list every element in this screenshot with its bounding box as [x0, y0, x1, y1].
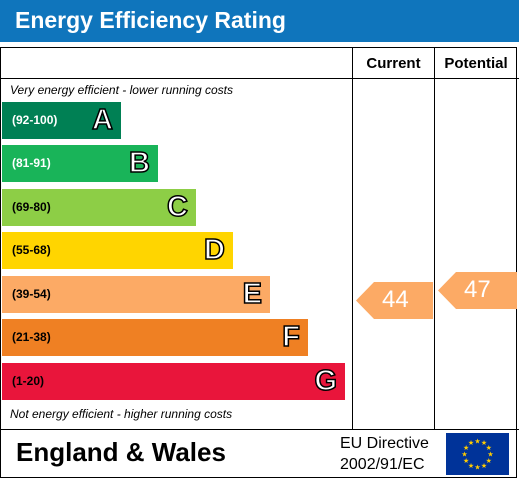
current-column-header: Current [366, 55, 421, 72]
band-letter: A [91, 103, 113, 137]
band-letter: G [314, 364, 338, 398]
star-icon: ★ [481, 462, 487, 470]
bottom-caption: Not energy efficient - higher running co… [10, 407, 233, 421]
potential-column-divider [434, 47, 435, 430]
band-letter: E [242, 277, 263, 311]
footer-divider [0, 429, 519, 430]
star-icon: ★ [481, 439, 487, 447]
header-bar: Energy Efficiency Rating [0, 0, 519, 42]
star-icon: ★ [474, 464, 480, 472]
band-a: (92-100) A [2, 102, 121, 139]
star-icon: ★ [486, 457, 492, 465]
directive-line-1: EU Directive [340, 435, 429, 452]
star-icon: ★ [474, 438, 480, 446]
band-range-label: (21-38) [12, 330, 51, 344]
potential-rating-value: 47 [464, 276, 491, 303]
band-d: (55-68) D [2, 232, 233, 269]
region-label: England & Wales [16, 437, 226, 467]
star-icon: ★ [468, 462, 474, 470]
top-caption: Very energy efficient - lower running co… [10, 83, 233, 97]
directive-line-2: 2002/91/EC [340, 456, 425, 473]
star-icon: ★ [468, 439, 474, 447]
band-range-label: (69-80) [12, 200, 51, 214]
band-range-label: (55-68) [12, 243, 51, 257]
band-f: (21-38) F [2, 319, 308, 356]
star-icon: ★ [463, 444, 469, 452]
band-letter: F [282, 320, 301, 354]
star-icon: ★ [461, 451, 467, 459]
band-letter: C [166, 190, 188, 224]
potential-rating-arrow: 47 [438, 272, 517, 309]
potential-arrow-shape [438, 272, 517, 309]
page-title: Energy Efficiency Rating [15, 7, 286, 33]
star-icon: ★ [487, 451, 493, 459]
header-row-divider [0, 78, 519, 79]
current-arrow-shape [356, 282, 433, 319]
band-letter: B [128, 146, 150, 180]
eu-stars: ★★★★★★★★★ ★ ★★ [461, 438, 493, 472]
band-range-label: (39-54) [12, 287, 51, 301]
band-g: (1-20) G [2, 363, 345, 400]
current-rating-arrow: 44 [356, 282, 433, 319]
band-range-label: (81-91) [12, 156, 51, 170]
current-column-divider [352, 47, 353, 430]
band-e: (39-54) E [2, 276, 270, 313]
potential-column-header: Potential [444, 55, 508, 72]
eu-flag-icon: ★ ★ ★ ★ ★ ★ ★ ★ ★ ★ ★ ★ [446, 433, 509, 475]
band-range-label: (92-100) [12, 113, 58, 127]
current-rating-value: 44 [382, 286, 409, 313]
star-icon: ★ [486, 444, 492, 452]
star-icon: ★ [463, 457, 469, 465]
band-b: (81-91) B [2, 145, 158, 182]
band-c: (69-80) C [2, 189, 196, 226]
band-range-label: (1-20) [12, 374, 45, 388]
band-letter: D [203, 233, 225, 267]
rating-table [0, 47, 517, 478]
